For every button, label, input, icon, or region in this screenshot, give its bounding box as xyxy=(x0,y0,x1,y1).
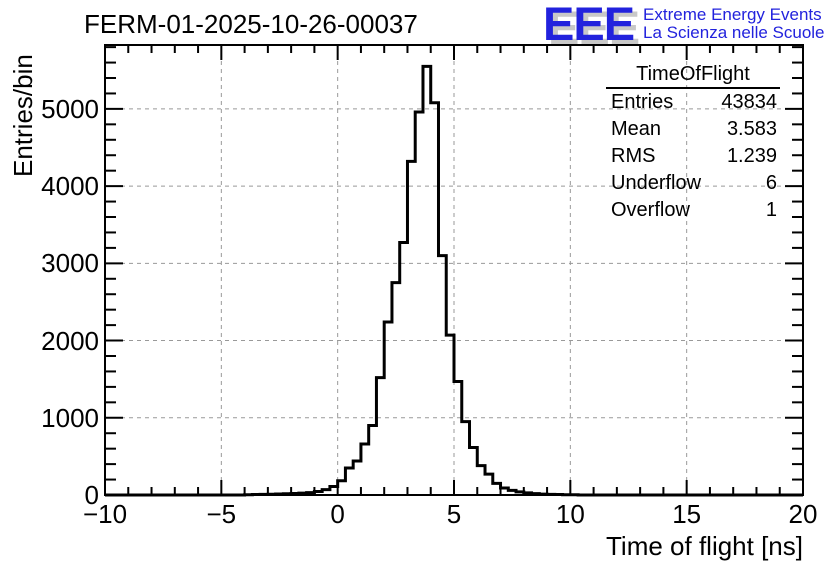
x-tick-label: 20 xyxy=(788,499,818,529)
stats-label: Mean xyxy=(611,118,662,140)
y-tick-label: 2000 xyxy=(41,325,99,356)
stats-label: Overflow xyxy=(611,199,690,221)
stats-label: Underflow xyxy=(611,172,702,194)
stats-row-rms: RMS 1.239 xyxy=(606,143,780,170)
stats-value: 1 xyxy=(765,199,777,221)
stats-value: 43834 xyxy=(721,91,777,113)
y-tick-label: 3000 xyxy=(41,248,99,279)
y-tick-label: 1000 xyxy=(41,402,99,433)
eee-logo-line2: La Scienza nelle Scuole xyxy=(643,23,825,42)
stats-row-mean: Mean 3.583 xyxy=(606,116,780,143)
x-tick-label: 10 xyxy=(555,499,585,529)
stats-row-entries: Entries 43834 xyxy=(606,89,780,116)
y-tick-label: 5000 xyxy=(41,93,99,124)
stats-label: Entries xyxy=(611,91,674,113)
stats-value: 6 xyxy=(765,172,777,194)
stats-row-overflow: Overflow 1 xyxy=(606,197,780,224)
eee-logo-subtitle: Extreme Energy Events La Scienza nelle S… xyxy=(643,4,824,42)
eee-logo-acronym: EEE xyxy=(543,0,635,50)
eee-logo-line1: Extreme Energy Events xyxy=(643,5,822,24)
x-tick-label: −10 xyxy=(82,499,128,529)
y-tick-label: 0 xyxy=(84,480,99,510)
stats-title: TimeOfFlight xyxy=(606,62,780,89)
x-axis-title: Time of flight [ns] xyxy=(606,531,803,561)
y-tick-label: 4000 xyxy=(41,171,99,202)
x-tick-label: 15 xyxy=(672,499,702,529)
stats-value: 3.583 xyxy=(726,118,777,140)
plot-title: FERM-01-2025-10-26-00037 xyxy=(84,9,418,39)
stats-row-underflow: Underflow 6 xyxy=(606,170,780,197)
stats-label: RMS xyxy=(611,145,656,167)
x-tick-label: −5 xyxy=(206,499,237,529)
histogram-step-line xyxy=(105,64,803,497)
x-tick-label: 0 xyxy=(330,499,345,529)
stats-box: TimeOfFlight Entries 43834 Mean 3.583 RM… xyxy=(606,62,780,224)
eee-logo: EEE Extreme Energy Events La Scienza nel… xyxy=(543,0,825,50)
x-tick-label: 5 xyxy=(446,499,462,529)
stats-value: 1.239 xyxy=(726,145,777,167)
